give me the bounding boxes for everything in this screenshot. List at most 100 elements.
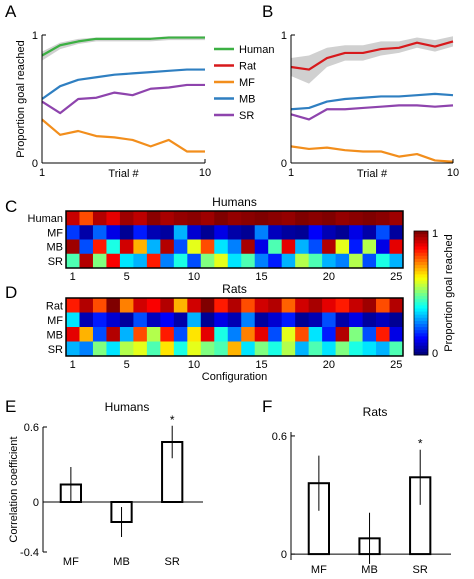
heatmap-cell bbox=[173, 211, 188, 226]
heatmap-cell bbox=[335, 239, 350, 255]
heatmap-cell bbox=[241, 312, 256, 328]
x-tick-label: 25 bbox=[390, 359, 402, 371]
x-tick-label-sr: SR bbox=[413, 564, 428, 576]
heatmap-cell bbox=[133, 253, 148, 269]
heatmap-cell bbox=[227, 298, 242, 313]
heatmap-cell bbox=[268, 327, 283, 342]
heatmap-cell bbox=[200, 225, 215, 240]
colorbar-segment bbox=[414, 274, 428, 278]
heatmap-cell bbox=[362, 239, 377, 255]
heatmap-cell bbox=[160, 312, 175, 328]
series-line-mf bbox=[290, 145, 454, 163]
series-line-rat bbox=[290, 40, 454, 71]
colorbar-segment bbox=[414, 231, 428, 235]
heatmap-cell bbox=[376, 298, 390, 313]
heatmap-cell bbox=[66, 312, 80, 328]
row-label-human: Human bbox=[28, 213, 63, 225]
heatmap-cell bbox=[389, 211, 404, 226]
x-tick-label: 1 bbox=[39, 167, 45, 179]
heatmap-cell bbox=[281, 341, 296, 357]
colorbar-segment bbox=[414, 345, 428, 350]
heatmap-cell bbox=[362, 312, 377, 328]
heatmap-cell bbox=[389, 239, 404, 255]
heatmap-cell bbox=[308, 225, 323, 240]
heatmap-cell bbox=[254, 341, 269, 357]
heatmap-cell bbox=[281, 211, 296, 226]
heatmap-cell bbox=[173, 225, 188, 240]
colorbar-frame bbox=[413, 230, 429, 356]
heatmap-cell bbox=[133, 341, 148, 357]
colorbar-segment bbox=[414, 249, 428, 254]
panel-letter-f: F bbox=[262, 397, 272, 416]
heatmap-cell bbox=[119, 239, 134, 255]
colorbar-segment bbox=[414, 280, 428, 285]
heatmap-cell bbox=[187, 298, 202, 313]
heatmap-cell bbox=[322, 312, 336, 328]
x-tick-label: 1 bbox=[70, 359, 76, 371]
series-line-sr bbox=[290, 104, 454, 121]
heatmap-cell bbox=[146, 298, 161, 313]
heatmap-cell bbox=[66, 341, 80, 357]
heatmap-cell bbox=[295, 211, 310, 226]
ci-band-rat bbox=[291, 36, 453, 84]
heatmap-cell bbox=[335, 225, 350, 240]
y-tick-label: 0 bbox=[281, 158, 287, 170]
heatmap-cell bbox=[133, 211, 148, 226]
colorbar-segment bbox=[414, 302, 428, 306]
heatmap-cell bbox=[200, 211, 215, 226]
colorbar-segment bbox=[414, 342, 428, 347]
x-axis-label: Configuration bbox=[202, 371, 267, 383]
series-line-human bbox=[41, 36, 205, 57]
heatmap-cell bbox=[349, 239, 363, 255]
heatmap-cell bbox=[335, 341, 350, 357]
colorbar-segment bbox=[414, 311, 428, 316]
heatmap-cell bbox=[173, 253, 188, 269]
heatmap-cell bbox=[146, 211, 161, 226]
x-tick-label: 20 bbox=[323, 271, 335, 283]
heatmap-cell bbox=[187, 253, 202, 269]
colorbar-segment bbox=[414, 324, 428, 328]
heatmap-cell bbox=[119, 341, 134, 357]
heatmap-cell bbox=[389, 253, 404, 269]
colorbar-segment bbox=[414, 286, 428, 291]
colorbar-segment bbox=[414, 336, 428, 340]
heatmap-cell bbox=[66, 239, 80, 255]
heatmap-cell bbox=[214, 253, 229, 269]
heatmap-cell bbox=[376, 327, 390, 342]
x-tick-label-sr: SR bbox=[165, 556, 180, 568]
heatmap-cell bbox=[119, 327, 134, 342]
heatmap-cell bbox=[160, 298, 175, 313]
heatmap-cell bbox=[281, 312, 296, 328]
heatmap-cell bbox=[335, 211, 350, 226]
heatmap-cell bbox=[376, 211, 390, 226]
heatmap-cell bbox=[349, 298, 363, 313]
heatmap-cell bbox=[187, 312, 202, 328]
heatmap-cell bbox=[362, 327, 377, 342]
heatmap-cell bbox=[160, 225, 175, 240]
heatmap-cell bbox=[146, 253, 161, 269]
heatmap-cell bbox=[187, 211, 202, 226]
heatmap-cell bbox=[241, 239, 256, 255]
heatmap-cell bbox=[187, 327, 202, 342]
colorbar-segment bbox=[414, 348, 428, 353]
heatmap-cell bbox=[92, 239, 107, 255]
heatmap-cell bbox=[241, 253, 256, 269]
heatmap-cell bbox=[214, 225, 229, 240]
bar-chart-title: Rats bbox=[363, 405, 388, 419]
heatmap-cell bbox=[66, 327, 80, 342]
colorbar-segment bbox=[414, 314, 428, 319]
heatmap-cell bbox=[187, 225, 202, 240]
heatmap-cell bbox=[295, 341, 310, 357]
colorbar-segment bbox=[414, 289, 428, 294]
x-tick-label-mf: MF bbox=[311, 564, 327, 576]
heatmap-cell bbox=[92, 341, 107, 357]
heatmap-cell bbox=[281, 327, 296, 342]
colorbar-segment bbox=[414, 246, 428, 251]
colorbar-segment bbox=[414, 243, 428, 247]
row-label-mf: MF bbox=[47, 315, 63, 327]
heatmap-cell bbox=[160, 211, 175, 226]
colorbar-segment bbox=[414, 252, 428, 257]
heatmap-cell bbox=[376, 341, 390, 357]
heatmap-cell bbox=[92, 253, 107, 269]
